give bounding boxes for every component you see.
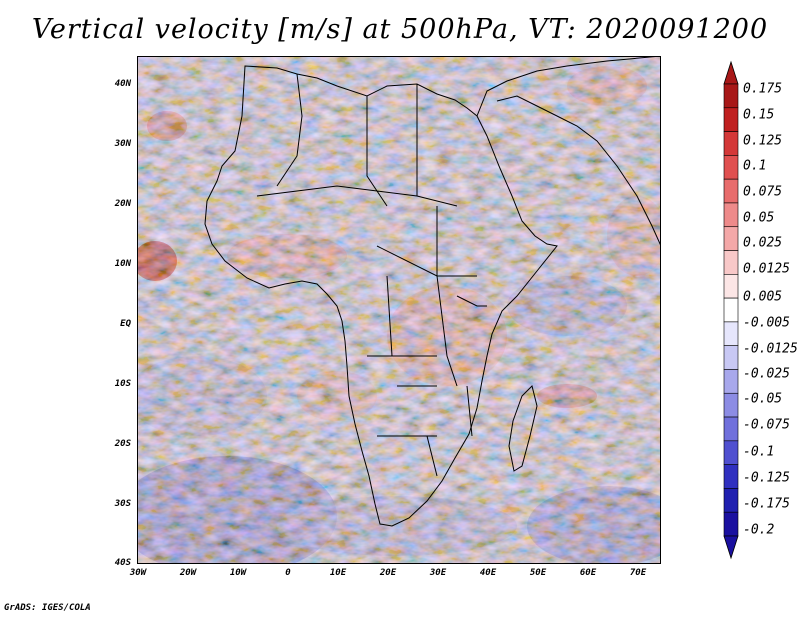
colorbar-segment [723,488,739,513]
colorbar-label: -0.1 [743,444,775,460]
grads-credit: GrADS: IGES/COLA [4,603,91,613]
colorbar-segment [723,392,739,418]
colorbar-label: -0.075 [743,417,790,433]
colorbar-segment [723,155,739,180]
colorbar-label: -0.125 [743,470,790,486]
lat-tick-20n: 20N [114,199,131,209]
colorbar-segment [723,511,739,537]
colorbar-label: -0.025 [743,366,790,382]
vertical-velocity-field [137,56,661,564]
lon-tick-10e: 10E [329,568,347,578]
colorbar-label: -0.005 [743,315,790,331]
lat-tick-30s: 30S [114,499,131,509]
colorbar-label: 0.0125 [743,261,790,277]
colorbar-segment [723,107,739,132]
colorbar-label: -0.2 [743,522,775,538]
lat-tick-30n: 30N [114,139,131,149]
colorbar-label: -0.05 [743,391,783,407]
colorbar-segment [723,297,739,323]
colorbar-label: 0.05 [743,210,775,226]
lon-tick-10w: 10W [229,568,247,578]
lon-tick-70e: 70E [629,568,647,578]
colorbar-segment [723,345,739,370]
colorbar-label: -0.175 [743,496,790,512]
map-frame [137,56,661,564]
colorbar-label: 0.005 [743,289,783,305]
colorbar-label: 0.175 [743,81,783,97]
map-title: Vertical velocity [m/s] at 500hPa, VT: 2… [31,14,769,45]
colorbar-segment [723,440,739,465]
colorbar-segment [723,369,739,394]
lat-tick-40s: 40S [114,558,131,568]
lon-tick-0: 0 [285,568,291,578]
colorbar-segment [723,250,739,275]
lon-tick-60e: 60E [579,568,597,578]
colorbar [723,60,739,560]
lon-tick-50e: 50E [529,568,547,578]
lon-tick-30w: 30W [129,568,147,578]
lon-tick-20w: 20W [179,568,197,578]
lat-tick-eq: EQ [120,319,131,329]
colorbar-segment [723,202,739,228]
colorbar-label: 0.1 [743,158,767,174]
colorbar-arrow-top [723,60,739,85]
colorbar-segment [723,131,739,156]
colorbar-arrow-bottom [723,535,739,560]
lat-tick-10n: 10N [114,259,131,269]
colorbar-segment [723,416,739,442]
lon-tick-30e: 30E [429,568,447,578]
colorbar-segment [723,321,739,346]
colorbar-segment [723,226,739,251]
colorbar-label: 0.075 [743,184,783,200]
lat-tick-10s: 10S [114,379,131,389]
colorbar-label: 0.125 [743,133,783,149]
colorbar-segment [723,178,739,204]
colorbar-segment [723,83,739,109]
colorbar-label: -0.0125 [743,341,798,357]
lat-tick-20s: 20S [114,439,131,449]
colorbar-label: 0.15 [743,107,775,123]
lon-tick-40e: 40E [479,568,497,578]
colorbar-segment [723,274,739,299]
colorbar-label: 0.025 [743,235,783,251]
lon-tick-20e: 20E [379,568,397,578]
lat-tick-40n: 40N [114,79,131,89]
colorbar-segment [723,464,739,489]
